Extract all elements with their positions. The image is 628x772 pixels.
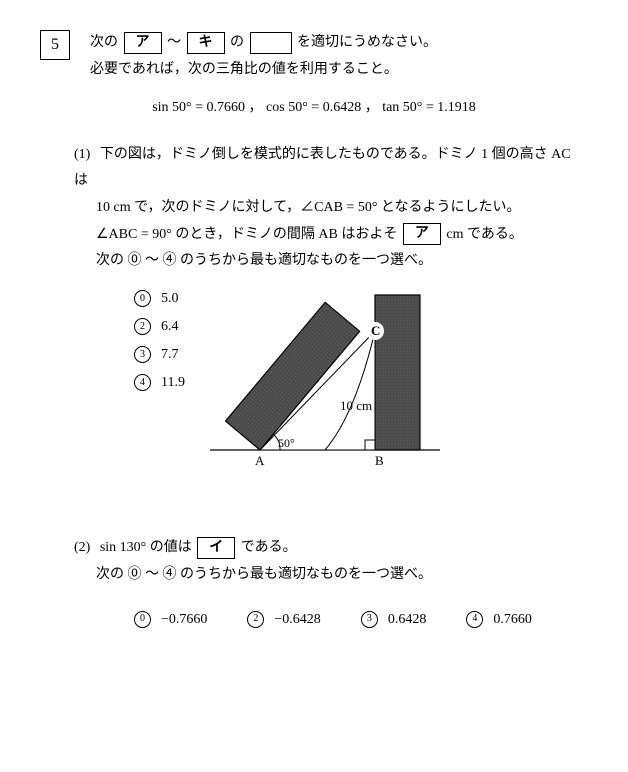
- intro-t3: を適切にうめなさい。: [297, 35, 437, 50]
- choice-row: 37.7: [134, 341, 185, 369]
- choice-num: 0: [134, 611, 151, 628]
- fig-c: C: [371, 323, 380, 338]
- choice-num: 4: [466, 611, 483, 628]
- part2-t1b: である。: [241, 540, 297, 555]
- part1-line4: 次の ⓪ ～ ④ のうちから最も適切なものを一つ選べ。: [74, 248, 588, 275]
- choice-val: 6.4: [161, 319, 179, 334]
- choice-val: 11.9: [161, 375, 185, 390]
- choice-val: 7.7: [161, 347, 179, 362]
- part1-t1: 下の図は，ドミノ倒しを模式的に表したものである。ドミノ 1 個の高さ AC は: [74, 147, 571, 189]
- trig-formula: sin 50° = 0.7660 ， cos 50° = 0.6428 ， ta…: [40, 95, 588, 122]
- fig-a: A: [255, 453, 265, 468]
- choice-val: −0.6428: [274, 612, 320, 627]
- choice-row: 4 0.7660: [466, 607, 532, 634]
- intro-t1: 次の: [90, 35, 118, 50]
- question-number-box: 5: [40, 30, 70, 60]
- intro-t2: の: [230, 35, 244, 50]
- part2-blank-i: イ: [197, 537, 235, 559]
- choice-val: 0.6428: [388, 612, 427, 627]
- part1: (1) 下の図は，ドミノ倒しを模式的に表したものである。ドミノ 1 個の高さ A…: [40, 142, 588, 496]
- choice-num: 2: [247, 611, 264, 628]
- part1-line1: (1) 下の図は，ドミノ倒しを模式的に表したものである。ドミノ 1 個の高さ A…: [74, 142, 588, 195]
- part2-label: (2): [74, 540, 90, 555]
- choice-val: 0.7660: [493, 612, 532, 627]
- intro-line2: 必要であれば，次の三角比の値を利用すること。: [90, 57, 437, 84]
- part2: (2) sin 130° の値は イ である。 次の ⓪ ～ ④ のうちから最も…: [40, 535, 588, 633]
- intro-line1: 次の ア ～ キ の を適切にうめなさい。: [90, 30, 437, 57]
- choice-row: 3 0.6428: [361, 607, 427, 634]
- choice-row: 411.9: [134, 369, 185, 397]
- part1-line2: 10 cm で，次のドミノに対して，∠CAB = 50° となるようにしたい。: [74, 195, 588, 222]
- fig-angle-label: 50°: [278, 436, 295, 450]
- domino-figure: 50° 10 cm A B C: [205, 275, 445, 496]
- part2-line1: (2) sin 130° の値は イ である。: [74, 535, 588, 562]
- intro-tilde: ～: [167, 35, 181, 50]
- fig-len-label: 10 cm: [340, 398, 372, 413]
- choice-row: 26.4: [134, 313, 185, 341]
- question-header: 5 次の ア ～ キ の を適切にうめなさい。 必要であれば，次の三角比の値を利…: [40, 30, 588, 83]
- choice-row: 05.0: [134, 285, 185, 313]
- choice-num: 0: [134, 290, 151, 307]
- choice-val: 5.0: [161, 291, 179, 306]
- choice-num: 2: [134, 318, 151, 335]
- part2-choices: 0 −0.7660 2 −0.6428 3 0.6428 4 0.7660: [74, 607, 588, 634]
- part2-t1a: sin 130° の値は: [100, 540, 192, 555]
- blank-empty: [250, 32, 292, 54]
- choice-val: −0.7660: [161, 612, 207, 627]
- choice-num: 3: [361, 611, 378, 628]
- blank-to: キ: [187, 32, 225, 54]
- part1-choices: 05.0 26.4 37.7 411.9: [74, 285, 185, 397]
- choice-num: 3: [134, 346, 151, 363]
- part1-label: (1): [74, 147, 90, 162]
- choice-num: 4: [134, 374, 151, 391]
- part1-t3a: ∠ABC = 90° のとき，ドミノの間隔 AB はおよそ: [96, 227, 397, 242]
- blank-from: ア: [124, 32, 162, 54]
- part2-line2: 次の ⓪ ～ ④ のうちから最も適切なものを一つ選べ。: [74, 562, 588, 589]
- part1-t3b: cm である。: [446, 227, 522, 242]
- fig-b: B: [375, 453, 384, 468]
- part1-line3: ∠ABC = 90° のとき，ドミノの間隔 AB はおよそ ア cm である。: [74, 222, 588, 249]
- intro-block: 次の ア ～ キ の を適切にうめなさい。 必要であれば，次の三角比の値を利用す…: [90, 30, 437, 83]
- choice-row: 2 −0.6428: [247, 607, 320, 634]
- part1-blank-a: ア: [403, 223, 441, 245]
- choice-row: 0 −0.7660: [134, 607, 207, 634]
